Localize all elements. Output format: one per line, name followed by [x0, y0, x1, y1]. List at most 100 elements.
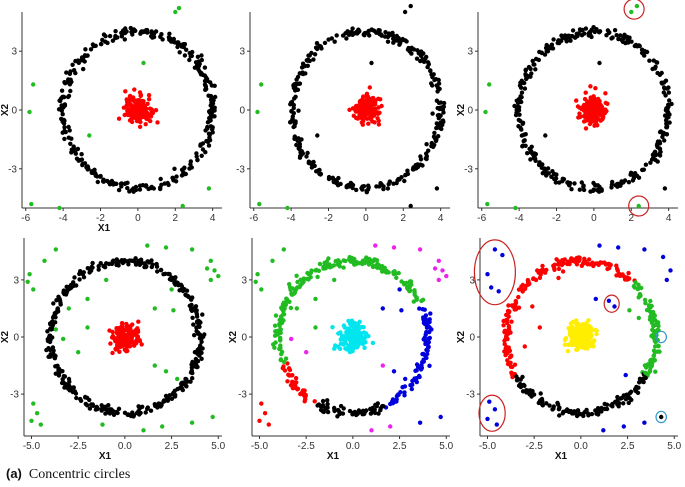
- panel5-ring-point: [370, 263, 376, 269]
- panel5-xtick-label: 2.5: [393, 441, 407, 452]
- panel6-ring-point: [563, 408, 569, 414]
- panel4-ring-point: [188, 370, 194, 375]
- panel6-ring-point: [519, 284, 524, 289]
- panel4-ring-point: [105, 407, 110, 412]
- panel1-ring-point: [169, 39, 174, 44]
- panel4-outlier-point: [152, 363, 157, 368]
- panel5-ring-point: [337, 264, 342, 269]
- panel2-ring-point: [316, 168, 321, 173]
- panel4-ring-point: [72, 275, 77, 280]
- panel1-outlier-point: [57, 205, 62, 211]
- panel2-xtick-label: 4: [438, 213, 444, 224]
- panel1-ring-point: [107, 33, 113, 39]
- panel1-ring-point: [138, 31, 143, 36]
- panel3-ring-point: [568, 38, 573, 43]
- panel1-ring-point: [182, 53, 188, 58]
- panel5-ring-point: [302, 399, 307, 404]
- panel4-core-point: [136, 319, 141, 324]
- panel6-ring-point: [513, 300, 519, 305]
- panel6-outlier-point: [556, 275, 561, 281]
- scatter-panel-2: -6 -4 -2 0 2 4 3 0 -3: [236, 3, 450, 224]
- panel6-core-point: [562, 342, 568, 347]
- panel3-ring-point: [648, 160, 653, 165]
- panel4-ring-point: [99, 408, 104, 413]
- panel6-ring-point: [637, 292, 643, 297]
- panel6-ring-point: [540, 263, 545, 269]
- panel1-ring-point: [76, 60, 82, 65]
- panel4-ring-point: [51, 351, 56, 356]
- panel3-ring-point: [544, 173, 549, 178]
- panel1-outlier-point: [27, 109, 32, 115]
- panel2-ring-point: [396, 176, 401, 182]
- panel1-outlier-point: [173, 9, 178, 15]
- panel6-ring-point: [574, 262, 580, 267]
- panel2-ring-point: [391, 40, 396, 45]
- panel6-ring-point: [551, 404, 556, 409]
- panel2-ytick-label: 0: [239, 106, 245, 117]
- panel2-ring-point: [338, 181, 343, 187]
- caption-letter: (a): [6, 466, 22, 481]
- panel5-core-point: [341, 337, 347, 343]
- panel5-ring-point: [365, 258, 370, 263]
- panel5-ring-point: [364, 408, 369, 413]
- panel1-ring-point: [91, 43, 96, 49]
- panel6-highlight-ellipse-blue: [655, 330, 667, 344]
- panel6-ring-point: [651, 328, 656, 334]
- panel6-outlier-point: [606, 298, 612, 303]
- panel6-highlight-ellipse-red: [603, 294, 620, 313]
- panel2-ring-point: [332, 39, 337, 44]
- panel6-outlier-point: [642, 420, 647, 425]
- panel6-ring-point: [501, 323, 506, 328]
- panel4-ring-point: [116, 263, 121, 268]
- panel6-outlier-point: [492, 247, 498, 252]
- panel2-ring-point: [414, 56, 420, 61]
- panel2-ring-point: [312, 52, 318, 57]
- panel5-ring-point: [320, 398, 326, 404]
- panel6-core-point: [583, 335, 589, 340]
- panel1-core-point: [130, 97, 135, 102]
- panel3-ring-point: [647, 58, 652, 63]
- panel6-ring-point: [516, 305, 522, 310]
- panel6-ring-point: [627, 391, 633, 396]
- panel5-ring-point: [340, 411, 346, 416]
- panel5-ring-point: [408, 282, 413, 287]
- panel6-core-point: [575, 330, 581, 335]
- panel2-ring-point: [288, 102, 293, 107]
- panel4-ring-point: [184, 384, 189, 389]
- panel3-ring-point: [517, 112, 522, 117]
- panel3-core-point: [595, 110, 600, 116]
- panel5-ring-point: [348, 258, 353, 263]
- panel6-ring-point: [509, 319, 514, 324]
- panel6-ring-point: [649, 333, 654, 339]
- panel1-ring-point: [103, 39, 108, 44]
- panel4-ring-point: [145, 406, 150, 411]
- panel6-ytick-label: 3: [469, 275, 475, 286]
- panel3-xtick-label: -6: [477, 213, 486, 224]
- scatter-panel-3: -6 -4 -2 0 2 4 3 0 -3 X2: [456, 0, 678, 224]
- panel1-ring-point: [173, 179, 179, 184]
- panel5-ring-point: [394, 397, 399, 402]
- panel1-ring-point: [205, 124, 210, 130]
- panel1-core-point: [137, 124, 143, 129]
- panel1-ring-point: [205, 139, 211, 144]
- panel6-ring-point: [655, 349, 660, 354]
- panel3-ring-point: [640, 167, 645, 173]
- panel2-ring-point: [428, 68, 433, 73]
- panel4-outlier-point: [25, 279, 30, 284]
- panel6-ring-point: [653, 369, 658, 374]
- panel6-ring-point: [641, 376, 646, 381]
- panel5-ring-point: [427, 329, 432, 335]
- panel1-ring-point: [66, 135, 72, 140]
- panel5-core-point: [330, 325, 335, 330]
- panel6-ring-point: [619, 395, 625, 401]
- panel4-ring-point: [178, 385, 184, 390]
- panel1-ring-point: [113, 35, 118, 41]
- panel3-ring-point: [632, 43, 637, 49]
- panel4-ring-point: [194, 308, 199, 313]
- panel6-ring-point: [509, 353, 514, 358]
- panel4-outlier-point: [216, 273, 221, 279]
- panel2-ring-point: [434, 98, 440, 103]
- panel2-ring-point: [346, 32, 352, 37]
- panel1-ring-point: [113, 181, 119, 187]
- panel1-ring-point: [137, 187, 143, 192]
